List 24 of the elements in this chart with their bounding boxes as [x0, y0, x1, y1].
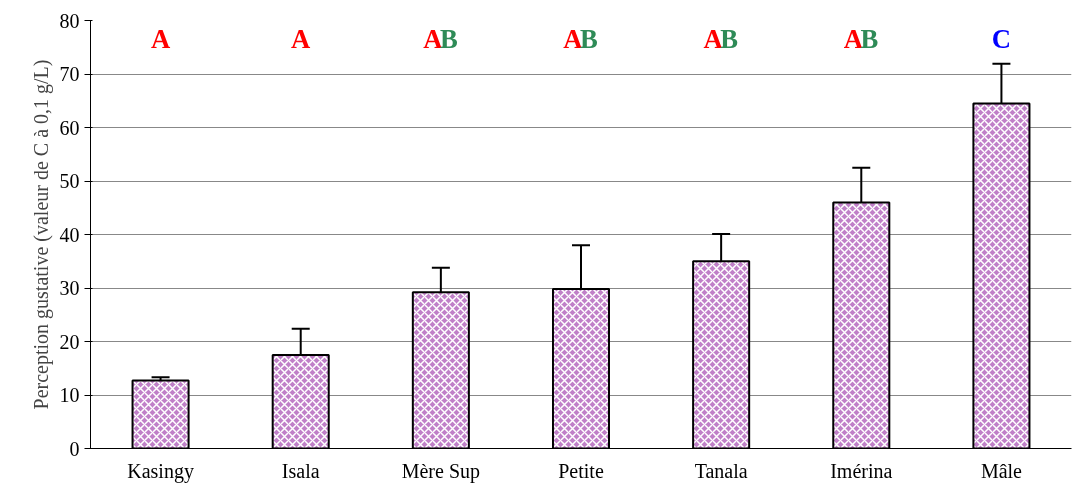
annotation: A	[291, 23, 312, 54]
y-tick-label: 30	[59, 277, 80, 299]
y-tick-label: 40	[59, 223, 80, 246]
y-tick-label: 50	[59, 170, 80, 192]
x-tick-label: Tanala	[694, 459, 748, 482]
y-tick-label: 70	[59, 63, 80, 85]
annotation: C	[991, 23, 1012, 54]
x-tick-label: Petite	[558, 459, 604, 482]
x-tick-label: Isala	[281, 459, 320, 482]
annotation: AB	[703, 23, 739, 54]
y-tick-label: 0	[69, 437, 80, 460]
annotation: AB	[843, 23, 879, 54]
y-tick-label: 10	[59, 384, 80, 406]
y-tick-label: 20	[59, 330, 80, 353]
x-tick-label: Mâle	[980, 459, 1023, 482]
x-tick-label: Kasingy	[127, 459, 194, 483]
x-tick-label: Imérina	[830, 459, 893, 482]
y-tick-label: 80	[59, 9, 80, 32]
y-axis-title: Perception gustative (valeur de C à 0,1 g/L)	[29, 59, 53, 410]
annotation: AB	[423, 23, 458, 54]
annotation: A	[150, 23, 171, 54]
annotation: AB	[563, 23, 599, 54]
y-tick-label: 60	[59, 116, 80, 139]
x-tick-label: Mère Sup	[401, 459, 481, 483]
